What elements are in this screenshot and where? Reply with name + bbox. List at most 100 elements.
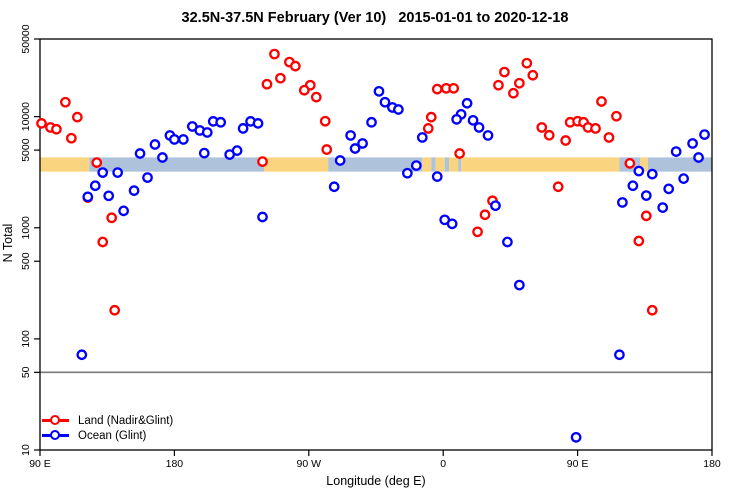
data-point-land xyxy=(514,77,525,89)
data-point-ocean xyxy=(178,134,189,145)
data-point-ocean xyxy=(461,97,473,109)
data-point-ocean xyxy=(334,155,346,166)
data-point-land xyxy=(493,79,504,91)
data-point-ocean xyxy=(633,165,645,177)
data-point-ocean xyxy=(201,127,213,138)
legend-label-ocean: Ocean (Glint) xyxy=(78,429,147,442)
data-point-ocean xyxy=(431,171,443,182)
data-point-land xyxy=(310,91,322,103)
x-tick-label: 90 W xyxy=(297,458,322,470)
data-point-ocean xyxy=(570,431,582,443)
data-point-ocean xyxy=(198,147,210,159)
surface-band-segment-land xyxy=(422,157,432,172)
y-tick-label: 10 xyxy=(20,444,32,456)
data-point-ocean xyxy=(366,116,377,128)
data-point-land xyxy=(527,69,539,81)
surface-band-segment-ocean xyxy=(89,157,264,172)
x-tick-label: 0 xyxy=(440,458,446,470)
y-tick-label: 5000 xyxy=(20,138,32,162)
data-point-ocean xyxy=(237,123,249,134)
surface-band-segment-land xyxy=(435,157,445,172)
data-point-ocean xyxy=(693,152,704,163)
x-tick-label: 90 E xyxy=(29,458,51,470)
y-tick-label: 10000 xyxy=(20,102,32,131)
data-point-land xyxy=(269,48,280,60)
data-point-land xyxy=(66,132,77,144)
data-point-land xyxy=(536,122,548,133)
data-point-land xyxy=(261,78,273,90)
ocean-series-swatch-icon xyxy=(42,430,69,441)
surface-band-segment-land xyxy=(461,157,620,172)
data-point-ocean xyxy=(663,183,675,195)
data-point-ocean xyxy=(128,185,140,196)
surface-band-segment-land xyxy=(40,157,90,172)
data-point-land xyxy=(633,235,645,247)
data-point-ocean xyxy=(514,279,525,291)
data-point-land xyxy=(448,82,460,94)
data-point-land xyxy=(36,118,47,129)
y-tick-label: 1000 xyxy=(20,216,32,240)
data-point-land xyxy=(521,57,533,69)
y-tick-label: 100 xyxy=(20,330,32,348)
data-point-land xyxy=(596,96,607,107)
plot-border xyxy=(39,38,713,451)
data-point-ocean xyxy=(112,167,124,178)
data-point-land xyxy=(275,72,286,84)
data-point-ocean xyxy=(393,104,404,115)
data-point-land xyxy=(499,66,510,78)
data-point-ocean xyxy=(640,190,652,201)
data-point-land xyxy=(321,144,333,155)
data-point-ocean xyxy=(451,113,462,125)
data-point-land xyxy=(560,135,572,146)
data-point-ocean xyxy=(410,160,422,171)
data-point-land xyxy=(60,96,71,108)
data-point-land xyxy=(422,123,434,134)
data-point-ocean xyxy=(231,145,243,156)
data-point-ocean xyxy=(252,118,264,129)
surface-band-segment-ocean xyxy=(458,157,462,172)
data-point-ocean xyxy=(467,114,479,126)
x-tick-label: 180 xyxy=(703,458,721,470)
x-tick-label: 180 xyxy=(166,458,184,470)
data-point-land xyxy=(472,226,483,238)
data-point-land xyxy=(51,123,62,135)
data-point-land xyxy=(646,304,658,316)
data-point-land xyxy=(290,60,301,72)
data-point-ocean xyxy=(490,200,501,212)
data-point-ocean xyxy=(657,202,669,213)
surface-band-segment-land xyxy=(640,157,648,172)
data-point-ocean xyxy=(76,349,88,361)
data-point-land xyxy=(543,129,555,141)
x-axis-label: Longitude (deg E) xyxy=(326,474,426,488)
y-tick-label: 50 xyxy=(20,366,32,378)
data-point-ocean xyxy=(473,122,485,133)
data-point-ocean xyxy=(678,173,689,184)
data-point-land xyxy=(319,115,331,127)
data-point-ocean xyxy=(699,129,710,140)
surface-band-segment-ocean xyxy=(431,157,436,172)
data-point-ocean xyxy=(402,167,413,179)
data-point-ocean xyxy=(134,148,146,159)
data-point-land xyxy=(552,181,564,193)
data-point-ocean xyxy=(416,132,428,143)
data-point-land xyxy=(109,304,121,316)
x-tick-label: 90 E xyxy=(567,458,589,470)
data-point-ocean xyxy=(349,143,361,154)
data-point-land xyxy=(71,111,83,123)
data-point-land xyxy=(590,123,601,134)
data-point-ocean xyxy=(328,181,340,193)
data-point-ocean xyxy=(670,146,682,157)
data-point-ocean xyxy=(142,172,153,183)
data-point-ocean xyxy=(687,138,698,149)
data-point-ocean xyxy=(357,138,368,149)
data-point-ocean xyxy=(446,218,458,230)
y-axis-label: N Total xyxy=(1,223,15,263)
data-point-land xyxy=(454,148,465,159)
data-point-ocean xyxy=(215,116,227,128)
data-point-ocean xyxy=(482,130,494,141)
data-point-land xyxy=(106,212,118,224)
legend-label-land: Land (Nadir&Glint) xyxy=(78,414,174,427)
chart-title: 32.5N-37.5N February (Ver 10) 2015-01-01… xyxy=(181,10,569,26)
data-point-ocean xyxy=(379,96,391,108)
